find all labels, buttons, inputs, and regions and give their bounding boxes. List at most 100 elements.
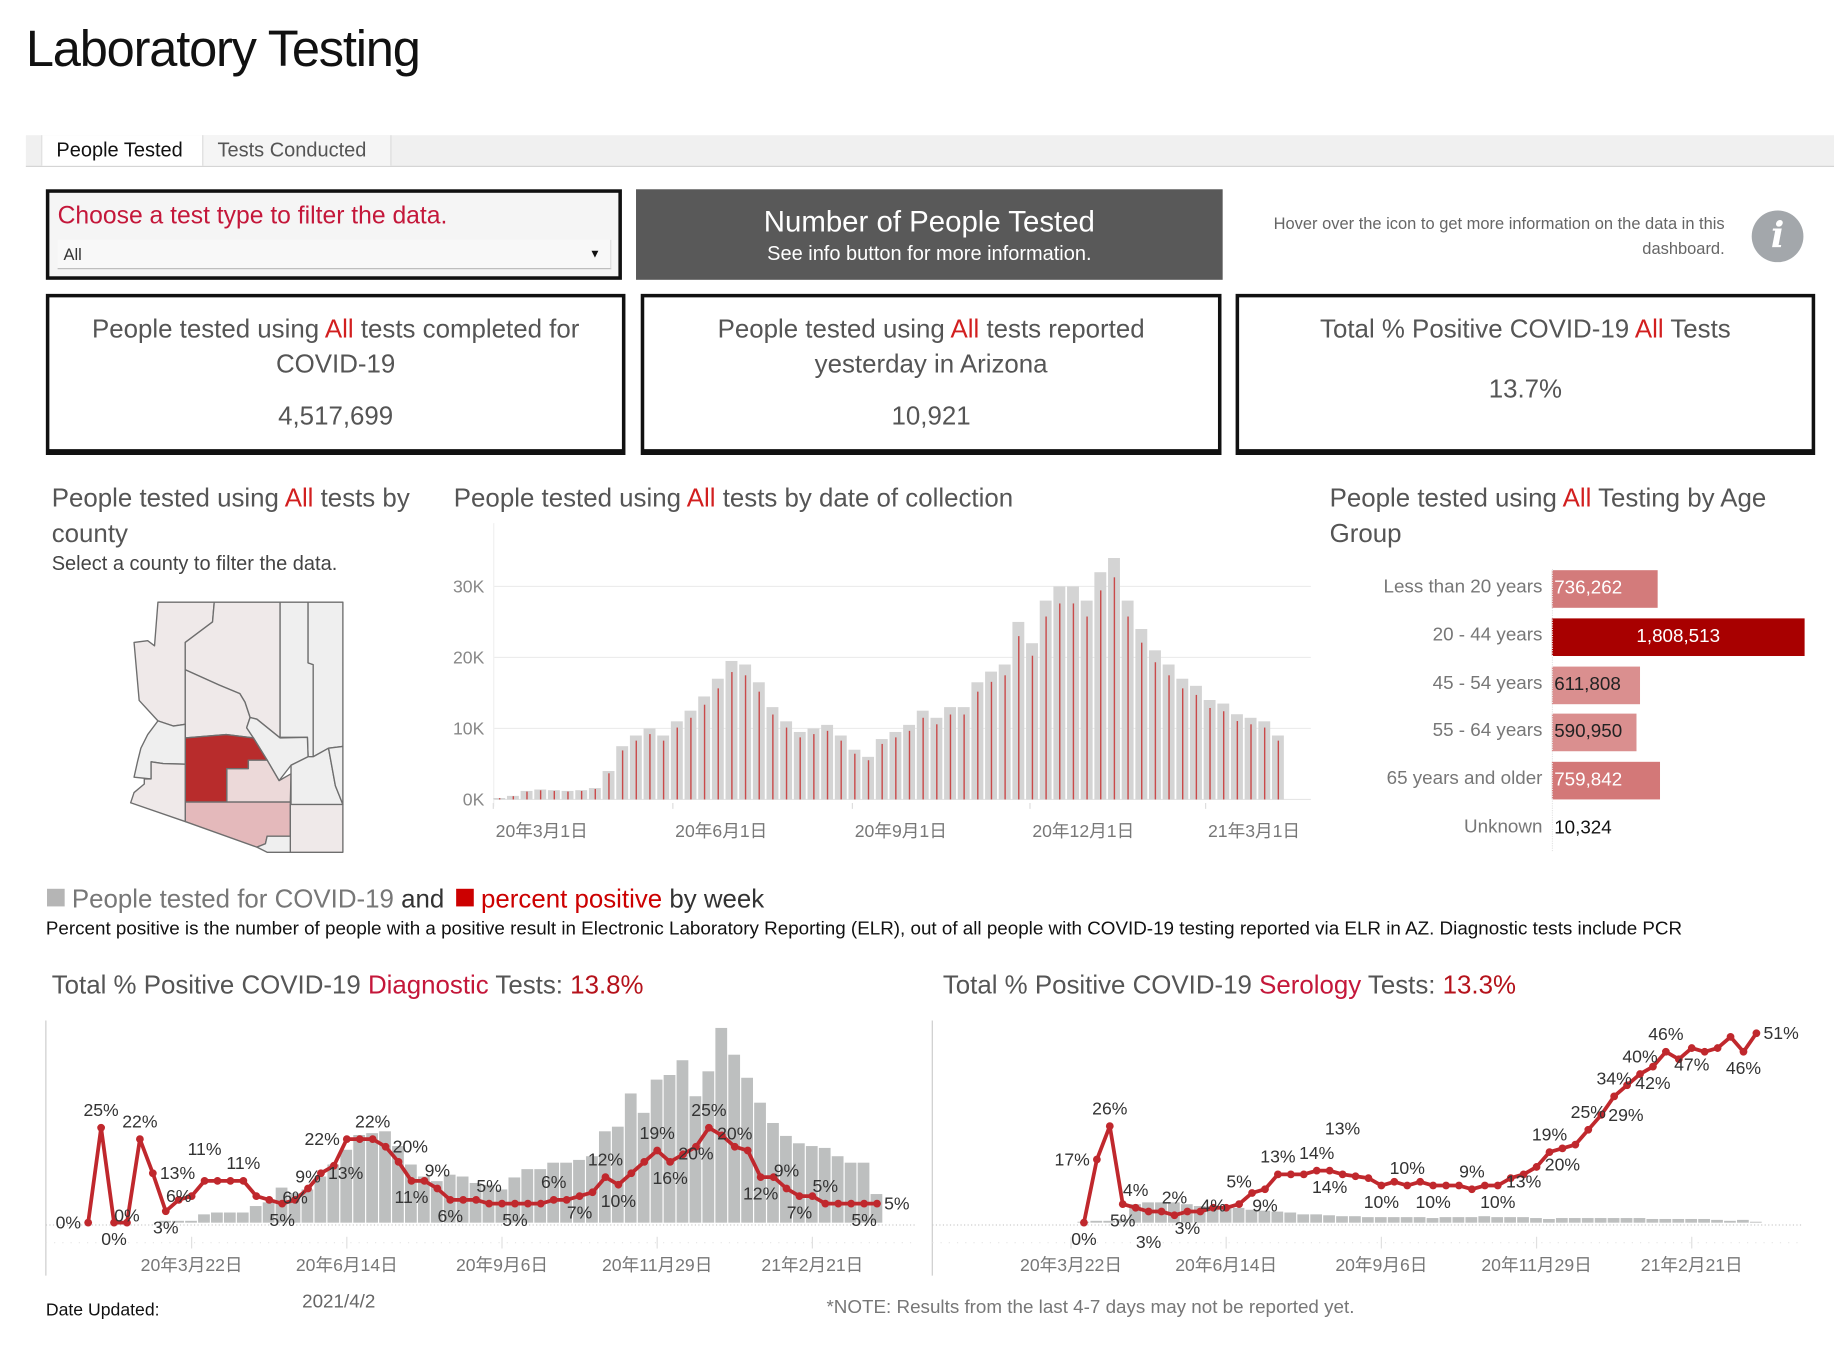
percent-positive-point [1739,1047,1748,1056]
header-box: Number of People Tested See info button … [636,189,1223,280]
kpi-total-tested: People tested using All tests completed … [45,293,626,455]
percent-positive-point [433,1184,442,1193]
title-part: People tested using [1329,483,1563,513]
diagnostic-title: Total % Positive COVID-19 Diagnostic Tes… [52,970,644,1001]
percent-positive-point [588,1188,597,1197]
people-tested-bar [405,1164,417,1223]
percent-label: 0% [1071,1229,1097,1249]
county-yuma[interactable] [129,761,186,823]
age-group-bar[interactable]: 1,808,513 [1551,618,1805,657]
title-part: tests by county [51,483,410,548]
title-part: People tested using [51,483,285,513]
percent-positive-point [1248,1189,1256,1197]
daily-tests-chart[interactable]: 0K 10K 20K 30K 20年3月1日 20年6月1日 20年9月1日 20年12月1日… [423,517,1328,858]
percent-positive-point [472,1196,481,1204]
daily-bar-highlight [1195,694,1198,800]
percent-positive-point [873,1199,881,1208]
chevron-down-icon: ▼ [589,248,601,261]
percent-label: 5% [269,1210,295,1230]
percent-positive-point [1442,1181,1450,1190]
people-tested-bar [637,1112,650,1223]
test-type-dropdown[interactable]: All ▼ [57,239,612,270]
x-tick-label: 20年12月1日 [1032,821,1134,841]
people-tested-bar [1129,1204,1141,1223]
percent-positive-point [1700,1047,1709,1056]
title-highlight: Diagnostic [367,969,489,1000]
serology-weekly-chart[interactable]: 20年3月22日 20年6月14日 20年9月6日 20年11月29日 21年2月21日… [929,1011,1834,1281]
people-tested-bar [611,1126,624,1223]
people-tested-bar [1323,1215,1335,1223]
percent-label: 25% [691,1100,727,1120]
kpi-title: Total % Positive COVID-19 All Tests [1256,312,1796,347]
info-icon[interactable]: i [1751,210,1804,263]
daily-bar-highlight [539,790,542,800]
x-tick-label: 20年11月29日 [602,1255,712,1275]
tab-people-tested[interactable]: People Tested [41,135,203,166]
x-tick-label: 20年9月6日 [1335,1255,1427,1275]
gray-legend-swatch [47,888,65,907]
people-tested-bar [831,1156,844,1223]
people-tested-bar [1685,1218,1698,1223]
daily-bar-highlight [1250,724,1252,800]
people-tested-bar [1504,1217,1516,1223]
date-updated-value: 2021/4/2 [302,1292,376,1313]
county-santa-cruz[interactable] [256,835,292,853]
kpi-highlight: All [950,313,980,344]
age-group-label: 20 - 44 years [1432,625,1543,646]
people-tested-bar [185,1220,197,1223]
percent-positive-point [653,1146,662,1155]
percent-label: 14% [1299,1143,1335,1163]
percent-label: 5% [1110,1210,1136,1230]
percent-positive-point [368,1135,377,1144]
county-cochise[interactable] [289,803,344,853]
info-hint: Hover over the icon to get more informat… [1273,213,1725,258]
age-group-bar[interactable]: 759,842 [1551,761,1661,800]
daily-bar-highlight [662,740,665,800]
age-group-bar[interactable]: 590,950 [1551,713,1637,752]
people-tested-bar [1465,1217,1478,1223]
kpi-label: Total % Positive COVID-19 [1320,313,1635,344]
weekly-legend: People tested for COVID-19 and percent p… [47,884,764,915]
percent-positive-point [821,1199,830,1208]
x-tick-label: 21年2月21日 [761,1255,863,1275]
diagnostic-weekly-chart[interactable]: 20年3月22日 20年6月14日 20年9月6日 20年11月29日 21年2月21日… [0,1011,929,1281]
percent-positive-point [459,1196,468,1204]
percent-positive-point [407,1177,416,1185]
county-apache[interactable] [307,601,344,758]
people-tested-bar [1349,1216,1361,1223]
percent-label: 17% [1055,1149,1091,1169]
age-group-label: Unknown [1464,817,1543,838]
serology-title: Total % Positive COVID-19 Serology Tests… [943,970,1516,1001]
age-group-bar[interactable]: 736,262 [1551,570,1658,608]
percent-positive-point [769,1173,778,1181]
percent-positive-point [278,1199,287,1208]
tab-tests-conducted[interactable]: Tests Conducted [202,135,392,166]
percent-positive-point [1144,1207,1153,1216]
people-tested-bar [1491,1217,1504,1223]
people-tested-bar [547,1162,560,1223]
percent-positive-point [1416,1177,1425,1186]
age-group-bar[interactable]: 10,324 [1551,810,1612,848]
percent-label: 25% [1571,1102,1607,1122]
daily-bar-highlight [799,737,801,800]
people-tested-bar [1426,1218,1439,1223]
age-group-bar[interactable]: 611,808 [1551,666,1640,705]
people-tested-bar [366,1133,378,1223]
percent-positive-point [1480,1181,1489,1190]
x-tick-label: 20年6月14日 [1175,1255,1277,1275]
kpi-yesterday: People tested using All tests reported y… [640,293,1222,455]
arizona-county-map[interactable] [100,588,380,868]
percent-positive-point [1325,1166,1334,1175]
percent-label: 22% [122,1111,158,1131]
daily-bar-highlight [512,796,515,800]
people-tested-bar [223,1212,236,1223]
filter-label: Choose a test type to filter the data. [57,202,448,230]
percent-positive-point [330,1161,338,1170]
daily-bar-highlight [703,704,706,800]
people-tested-bar [1555,1218,1568,1223]
percent-positive-point [1299,1170,1308,1179]
people-tested-bar [1361,1217,1374,1223]
age-group-label: Less than 20 years [1383,577,1543,598]
percent-label: 10% [1480,1192,1516,1212]
daily-bar-highlight [772,714,774,800]
